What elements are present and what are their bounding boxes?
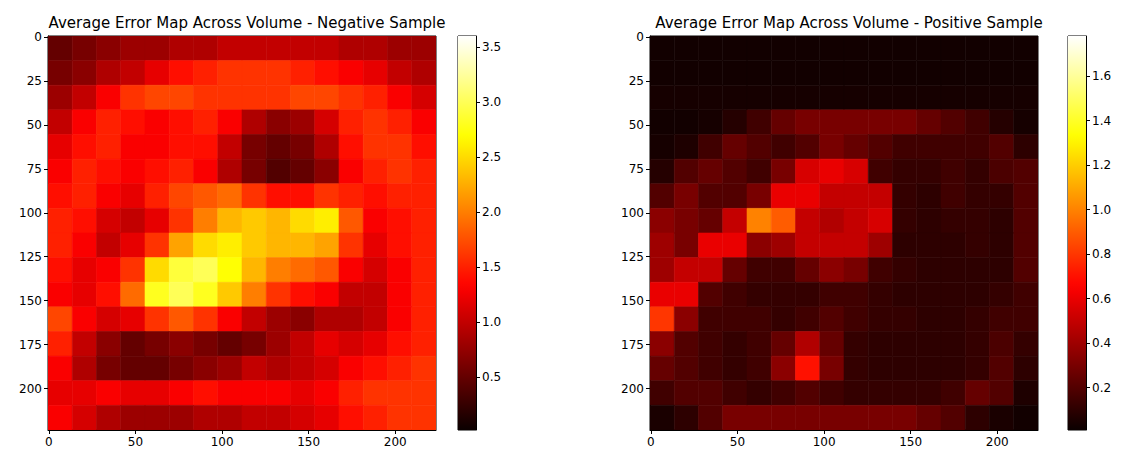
svg-text:50: 50 bbox=[730, 435, 745, 449]
svg-text:150: 150 bbox=[899, 435, 922, 449]
svg-text:0: 0 bbox=[45, 435, 53, 449]
svg-text:1.0: 1.0 bbox=[1092, 203, 1111, 217]
svg-text:1.4: 1.4 bbox=[1092, 114, 1111, 128]
svg-text:3.5: 3.5 bbox=[482, 40, 501, 54]
svg-text:100: 100 bbox=[813, 435, 836, 449]
svg-text:100: 100 bbox=[19, 206, 42, 220]
svg-text:100: 100 bbox=[211, 435, 234, 449]
svg-text:50: 50 bbox=[128, 435, 143, 449]
svg-text:100: 100 bbox=[621, 206, 644, 220]
svg-text:125: 125 bbox=[621, 250, 644, 264]
svg-text:175: 175 bbox=[19, 338, 42, 352]
svg-text:3.0: 3.0 bbox=[482, 95, 501, 109]
svg-text:1.2: 1.2 bbox=[1092, 158, 1111, 172]
svg-text:0.6: 0.6 bbox=[1092, 292, 1111, 306]
svg-text:50: 50 bbox=[629, 118, 644, 132]
svg-text:0: 0 bbox=[647, 435, 655, 449]
svg-text:1.5: 1.5 bbox=[482, 260, 501, 274]
svg-text:150: 150 bbox=[297, 435, 320, 449]
svg-text:0: 0 bbox=[636, 30, 644, 44]
svg-text:1.0: 1.0 bbox=[482, 315, 501, 329]
svg-text:200: 200 bbox=[986, 435, 1009, 449]
svg-text:200: 200 bbox=[621, 382, 644, 396]
svg-text:200: 200 bbox=[384, 435, 407, 449]
svg-text:Average Error Map Across Volum: Average Error Map Across Volume - Positi… bbox=[655, 14, 1042, 32]
svg-text:50: 50 bbox=[27, 118, 42, 132]
svg-text:2.0: 2.0 bbox=[482, 205, 501, 219]
svg-text:0.8: 0.8 bbox=[1092, 247, 1111, 261]
svg-text:175: 175 bbox=[621, 338, 644, 352]
svg-text:Average Error Map Across Volum: Average Error Map Across Volume - Negati… bbox=[49, 14, 446, 32]
svg-text:0.4: 0.4 bbox=[1092, 336, 1111, 350]
svg-text:150: 150 bbox=[621, 294, 644, 308]
svg-text:0: 0 bbox=[34, 30, 42, 44]
svg-text:2.5: 2.5 bbox=[482, 150, 501, 164]
svg-text:200: 200 bbox=[19, 382, 42, 396]
svg-text:75: 75 bbox=[629, 162, 644, 176]
svg-text:0.5: 0.5 bbox=[482, 370, 501, 384]
svg-text:125: 125 bbox=[19, 250, 42, 264]
svg-text:25: 25 bbox=[27, 74, 42, 88]
svg-text:75: 75 bbox=[27, 162, 42, 176]
svg-text:25: 25 bbox=[629, 74, 644, 88]
svg-text:0.2: 0.2 bbox=[1092, 381, 1111, 395]
svg-text:1.6: 1.6 bbox=[1092, 69, 1111, 83]
svg-text:150: 150 bbox=[19, 294, 42, 308]
